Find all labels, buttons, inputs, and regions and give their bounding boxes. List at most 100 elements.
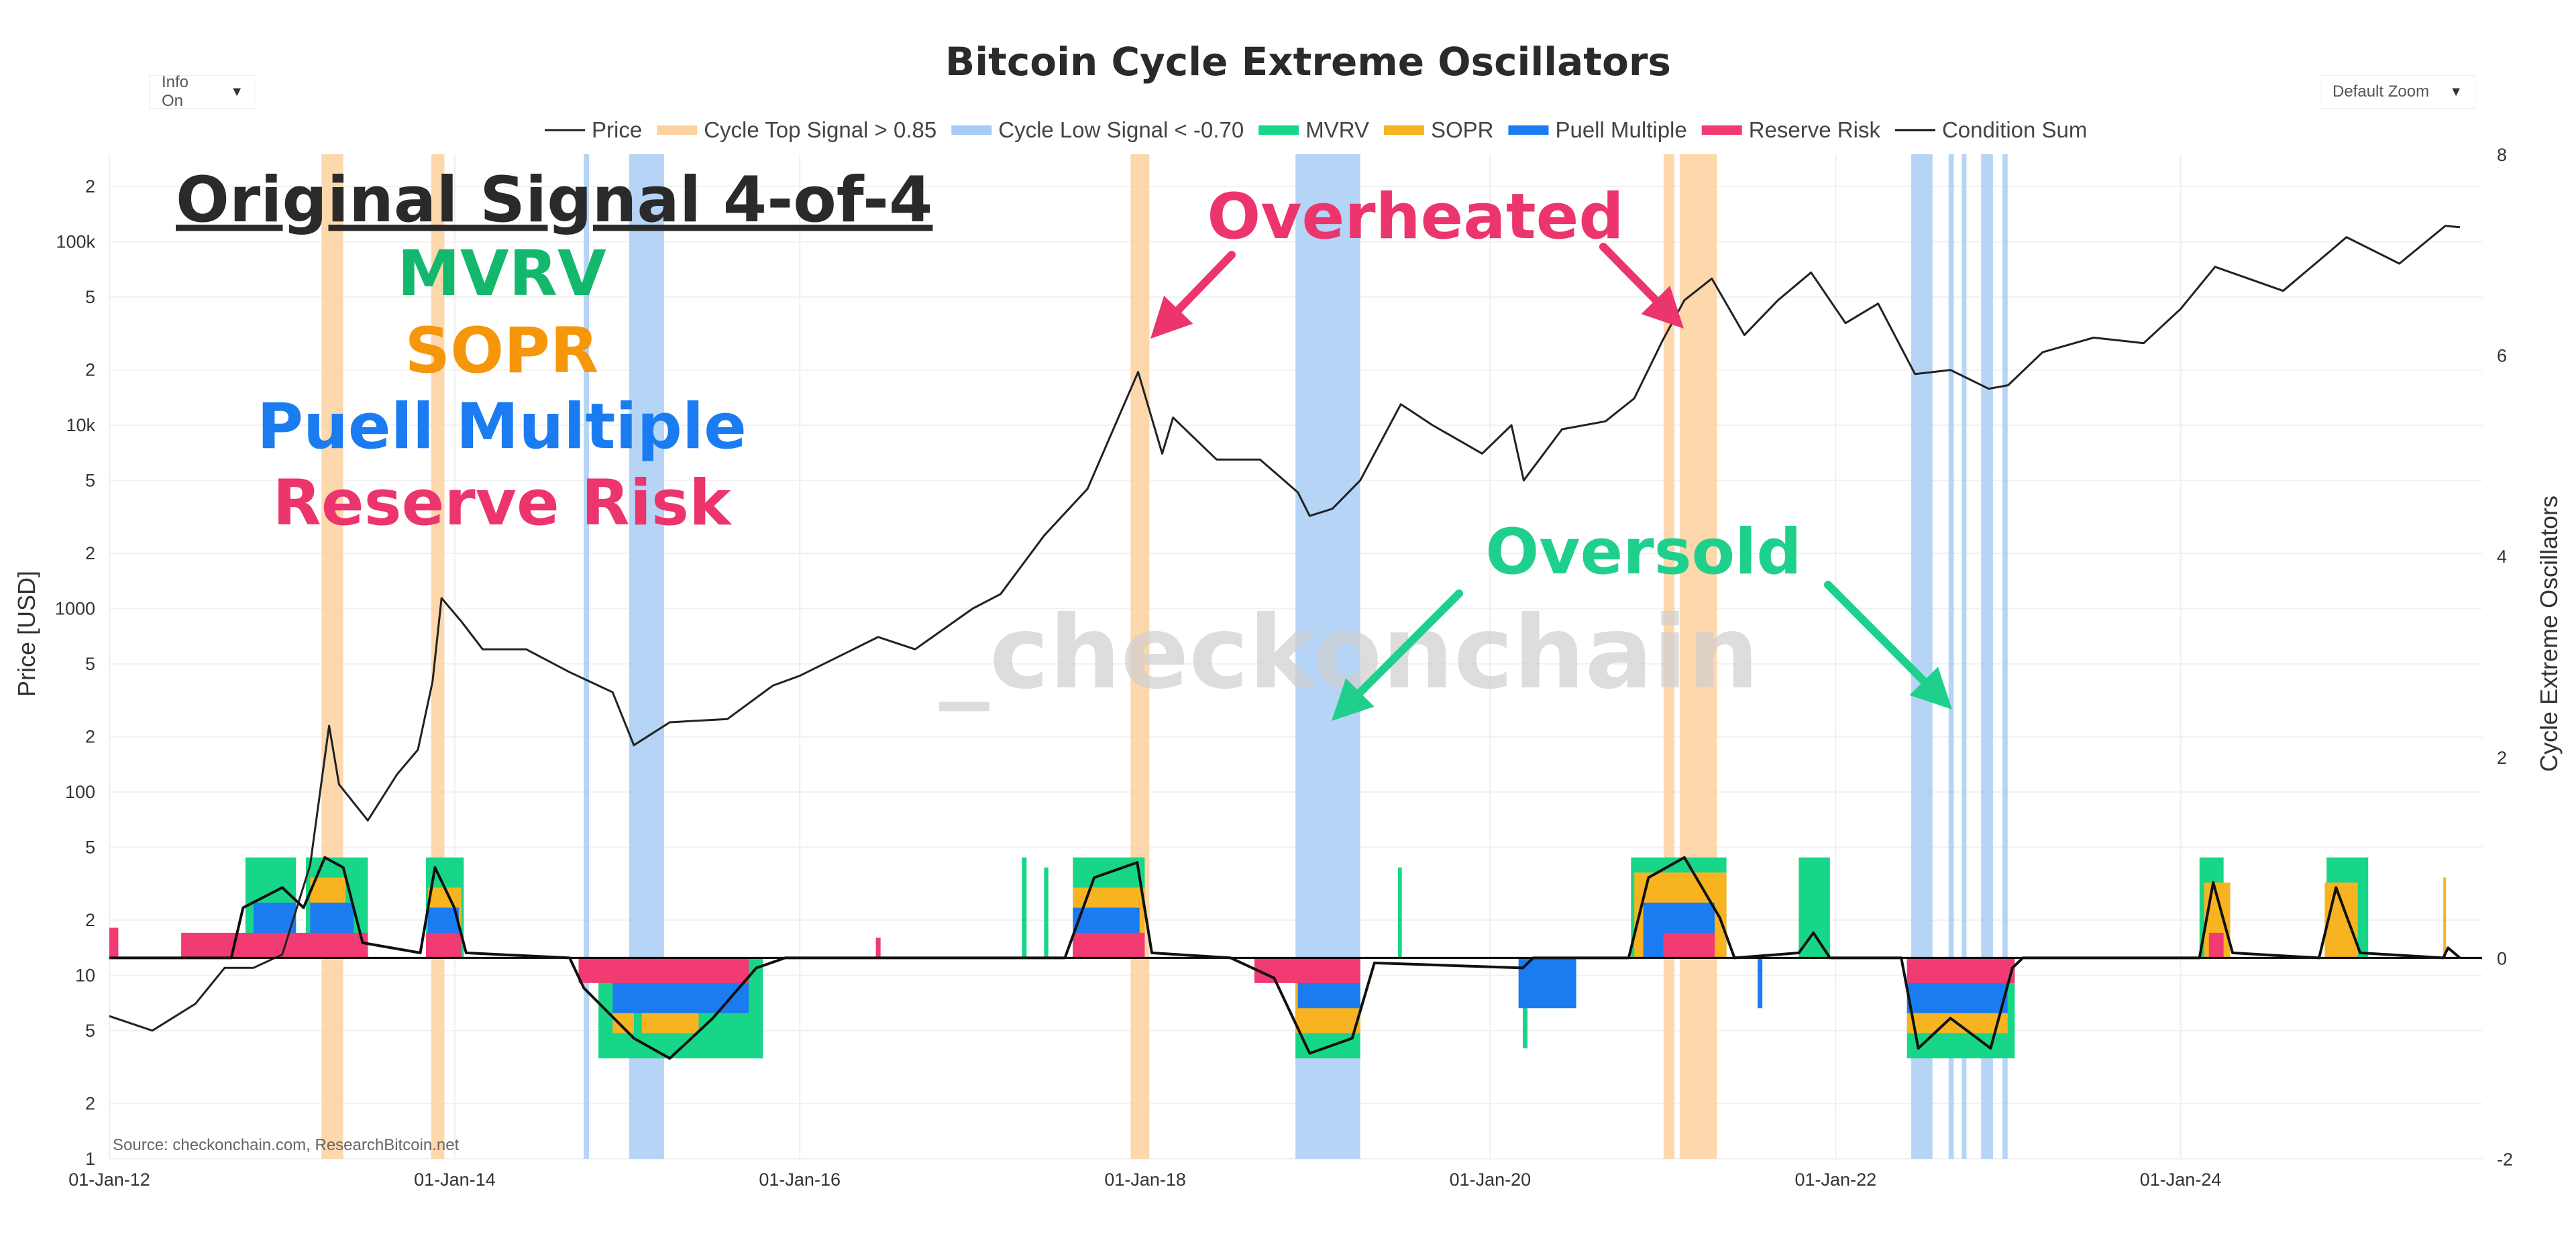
legend-item: Price — [545, 117, 642, 142]
y2-tick-label: 2 — [2497, 748, 2507, 768]
y-tick-label: 2 — [85, 727, 95, 747]
arrow-head — [1641, 286, 1684, 329]
y-tick-label: 5 — [85, 470, 95, 490]
signal-label: MVRV — [397, 237, 606, 310]
y-tick-label: 1000 — [55, 598, 95, 618]
chart-title: Bitcoin Cycle Extreme Oscillators — [945, 39, 1671, 84]
y-tick-label: 5 — [85, 287, 95, 307]
x-tick-label: 01-Jan-24 — [2140, 1170, 2222, 1190]
legend-label: Cycle Top Signal > 0.85 — [704, 117, 936, 142]
signal-label: SOPR — [405, 315, 599, 388]
y-tick-label: 2 — [85, 1094, 95, 1114]
mvrv-bar — [1022, 857, 1027, 958]
legend-label: MVRV — [1305, 117, 1369, 142]
arrow-head — [1332, 678, 1375, 721]
y2-tick-label: 4 — [2497, 547, 2507, 567]
y-axis-title: Price [USD] — [13, 571, 40, 697]
cycle-low-band — [2002, 154, 2008, 1159]
oscillator-bars — [109, 857, 2447, 1059]
reserve-risk-bar — [109, 927, 119, 958]
cycle-low-band — [1981, 154, 1993, 1159]
legend-label: Puell Multiple — [1555, 117, 1686, 142]
oversold-arrow-left — [1332, 589, 1463, 721]
mvrv-bar — [1044, 867, 1049, 958]
y-tick-label: 1 — [85, 1149, 95, 1169]
legend-item: Cycle Low Signal < -0.70 — [951, 117, 1244, 142]
legend-item: SOPR — [1383, 117, 1494, 142]
reserve-risk-bar — [2208, 932, 2224, 958]
legend-label: Reserve Risk — [1749, 117, 1881, 142]
legend-swatch — [657, 125, 698, 135]
legend-label: SOPR — [1431, 117, 1494, 142]
chevron-down-icon: ▼ — [2449, 84, 2463, 99]
signal-heading: Original Signal 4-of-4 — [176, 164, 932, 237]
puell-multiple-bar — [1518, 958, 1576, 1009]
zoom-label: Default Zoom — [2332, 82, 2430, 101]
cycle-top-band — [1679, 154, 1717, 1159]
oversold-label: Oversold — [1485, 516, 1801, 589]
legend-item: Puell Multiple — [1508, 117, 1687, 142]
reserve-risk-bar — [1254, 958, 1360, 983]
signal-label: Reserve Risk — [272, 467, 733, 540]
legend-label: Cycle Low Signal < -0.70 — [998, 117, 1244, 142]
info-toggle-label: Info On — [162, 73, 189, 110]
y2-tick-label: 8 — [2497, 145, 2507, 165]
overheated-arrow-left — [1150, 251, 1236, 339]
reserve-risk-bar — [1073, 932, 1145, 958]
chevron-down-icon: ▼ — [230, 84, 244, 99]
legend-swatch — [1258, 125, 1299, 135]
reserve-risk-bar — [1907, 958, 2015, 983]
y-tick-label: 100 — [65, 782, 95, 802]
x-tick-label: 01-Jan-14 — [414, 1170, 496, 1190]
legend-item: MVRV — [1258, 117, 1369, 142]
y2-tick-label: 0 — [2497, 948, 2507, 968]
y-tick-label: 10 — [75, 965, 95, 985]
condition-sum-line — [109, 856, 2461, 1060]
info-toggle-dropdown[interactable]: Info On ▼ — [149, 73, 256, 110]
price-line — [109, 225, 2461, 1032]
arrow-shaft — [1824, 581, 1928, 685]
cycle-low-band — [1962, 154, 1967, 1159]
arrow-shaft — [1599, 243, 1660, 304]
y-axis-left: 1 2 5 10 2 5 100 2 5 1000 2 5 10k 2 5 100k 2 — [55, 176, 96, 1169]
x-tick-label: 01-Jan-16 — [759, 1170, 841, 1190]
reserve-risk-bar — [1663, 932, 1715, 958]
overheated-label: Overheated — [1207, 180, 1623, 253]
y-axis-right: -2 0 2 4 6 8 — [2497, 145, 2513, 1170]
y-tick-label: 2 — [85, 543, 95, 563]
y2-tick-label: -2 — [2497, 1149, 2513, 1170]
x-tick-label: 01-Jan-22 — [1795, 1170, 1877, 1190]
puell-multiple-bar — [1758, 958, 1763, 1009]
series-lines — [109, 225, 2482, 1060]
y-tick-label: 100k — [56, 231, 95, 251]
y-tick-label: 2 — [85, 360, 95, 380]
y-tick-label: 5 — [85, 837, 95, 857]
legend-label: Price — [592, 117, 642, 142]
cycle-low-band — [1948, 154, 1954, 1159]
legend-swatch — [1508, 125, 1549, 135]
overheated-arrow-right — [1599, 243, 1684, 329]
x-tick-label: 01-Jan-18 — [1104, 1170, 1186, 1190]
legend-swatch — [1383, 125, 1424, 135]
arrow-shaft — [1174, 251, 1236, 314]
legend-swatch — [951, 125, 992, 135]
cycle-top-band — [321, 154, 343, 1159]
legend-label: Condition Sum — [1942, 117, 2087, 142]
arrow-head — [1909, 667, 1952, 710]
oversold-arrow-right — [1824, 581, 1952, 710]
source-note: Source: checkonchain.com, ResearchBitcoi… — [113, 1136, 460, 1154]
x-tick-label: 01-Jan-12 — [68, 1170, 150, 1190]
arrow-head — [1150, 296, 1193, 339]
sopr-bar — [2324, 883, 2358, 958]
reserve-risk-bar — [425, 932, 462, 958]
y2-axis-title: Cycle Extreme Oscillators — [2535, 496, 2563, 772]
zoom-dropdown[interactable]: Default Zoom ▼ — [2320, 75, 2475, 109]
reserve-risk-bar — [578, 958, 749, 983]
mvrv-bar — [1799, 857, 1830, 958]
legend: Price Cycle Top Signal > 0.85 Cycle Low Si… — [545, 117, 2087, 142]
arrow-shaft — [1356, 589, 1463, 697]
signal-label: Puell Multiple — [257, 390, 747, 463]
cycle-top-band — [1130, 154, 1150, 1159]
